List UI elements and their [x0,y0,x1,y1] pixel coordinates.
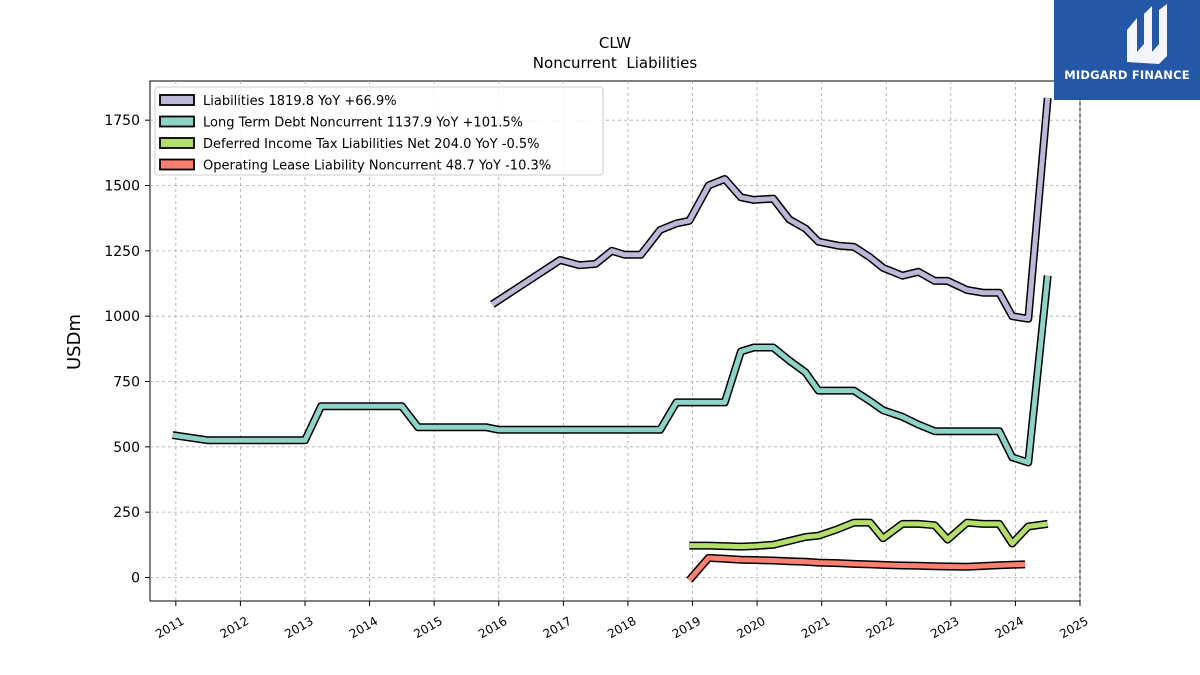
x-tick-label: 2022 [864,614,897,641]
legend-label: Liabilities 1819.8 YoY +66.9% [203,94,397,109]
series-layer [172,97,1052,583]
legend-swatch [159,115,195,128]
x-tick-label: 2020 [734,614,767,641]
x-tick-label: 2015 [411,614,444,641]
legend-frame [154,86,604,176]
y-axis-label: USDm [64,314,85,370]
x-tick-label: 2025 [1057,614,1090,641]
legend-label: Deferred Income Tax Liabilities Net 204.… [203,137,539,152]
x-tick-label: 2021 [799,614,832,641]
x-tick-label: 2024 [993,614,1026,641]
x-tick-label: 2019 [670,614,703,641]
x-tick-label: 2017 [541,614,574,641]
x-tick-label: 2018 [605,614,638,641]
series-line [172,275,1051,465]
y-tick-label: 1000 [104,309,140,325]
chart-subtitle: Noncurrent Liabilities [533,54,698,72]
y-tick-label: 1250 [104,244,140,260]
x-tick-label: 2016 [476,614,509,641]
x-tick-label: 2011 [153,614,186,641]
x-axis: 2011 2012 2013 2014 2015 2016 2017 2018 2019 2020… [153,601,1091,641]
x-tick-label: 2012 [218,614,251,641]
legend-swatch [159,137,195,149]
x-tick-label: 2023 [928,614,961,641]
chart-title: CLW [599,34,631,52]
legend-swatch [159,158,195,171]
y-tick-label: 750 [113,375,140,391]
brand-name: MIDGARD FINANCE [1064,68,1190,82]
legend-label: Operating Lease Liability Noncurrent 48.… [203,159,551,174]
series-line [490,97,1051,322]
series-line [687,555,1026,582]
legend: Liabilities 1819.8 YoY +66.9% Long Term D… [154,86,604,176]
y-axis: 0 250 500 750 1000 1250 1500 1750 [104,113,150,586]
x-tick-label: 2013 [282,614,315,641]
brand-logo: MIDGARD FINANCE [1054,0,1200,100]
legend-label: Long Term Debt Noncurrent 1137.9 YoY +10… [203,116,523,131]
y-tick-label: 0 [131,570,140,586]
logo-mark-icon [1127,4,1167,64]
legend-swatch [159,94,195,106]
series-line [689,520,1049,550]
x-tick-label: 2014 [347,614,380,641]
y-tick-label: 1750 [104,113,140,129]
y-tick-label: 250 [113,505,140,521]
y-tick-label: 500 [113,440,140,456]
y-tick-label: 1500 [104,179,140,195]
